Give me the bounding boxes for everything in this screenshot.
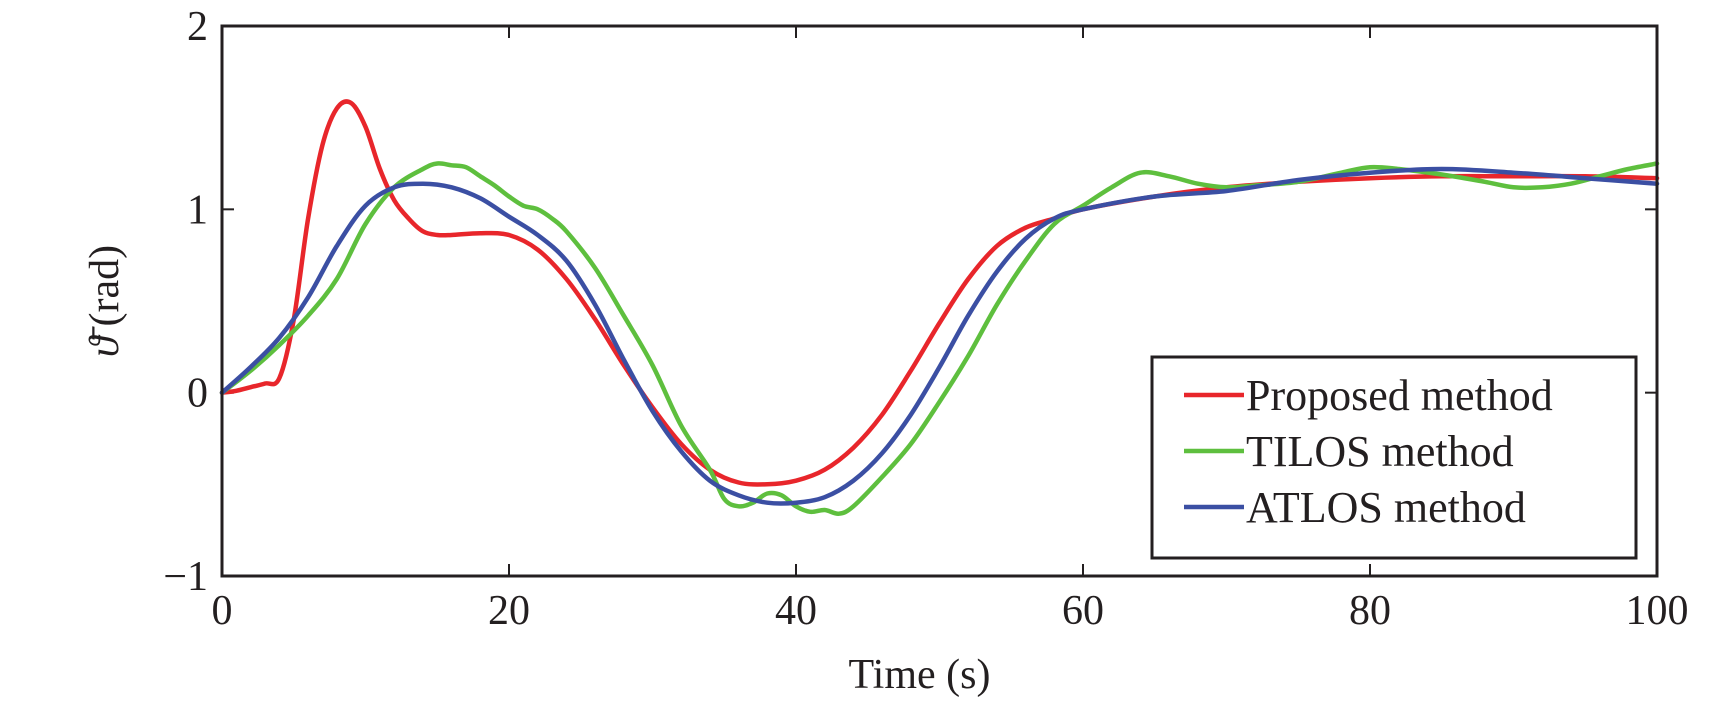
x-tick-label: 20 <box>488 588 530 634</box>
x-axis-label: Time (s) <box>849 652 991 698</box>
y-axis-unit: (rad) <box>82 245 128 327</box>
plot-frame <box>220 24 1659 578</box>
y-axis-symbol: ϑ̄ <box>82 326 128 358</box>
legend-label: Proposed method <box>1246 371 1553 420</box>
series-line-tilos-method <box>219 161 1660 516</box>
x-tick-label: 0 <box>212 588 233 634</box>
legend-box <box>1150 355 1638 560</box>
y-tick-label: 1 <box>187 187 208 233</box>
series-layer <box>219 99 1660 516</box>
series-line-atlos-method <box>219 166 1660 506</box>
x-tick-label: 100 <box>1626 588 1689 634</box>
y-tick-label: −1 <box>163 554 208 600</box>
x-tick-label: 80 <box>1349 588 1391 634</box>
x-tick-label: 40 <box>775 588 817 634</box>
y-tick-label: 2 <box>187 4 208 50</box>
y-axis-label: ϑ̄(rad) <box>82 245 128 357</box>
legend: Proposed method TILOS method ATLOS method <box>1150 355 1638 560</box>
legend-label: TILOS method <box>1246 427 1514 476</box>
x-tick-label: 60 <box>1062 588 1104 634</box>
y-tick-label: 0 <box>187 371 208 417</box>
legend-label: ATLOS method <box>1246 483 1526 532</box>
